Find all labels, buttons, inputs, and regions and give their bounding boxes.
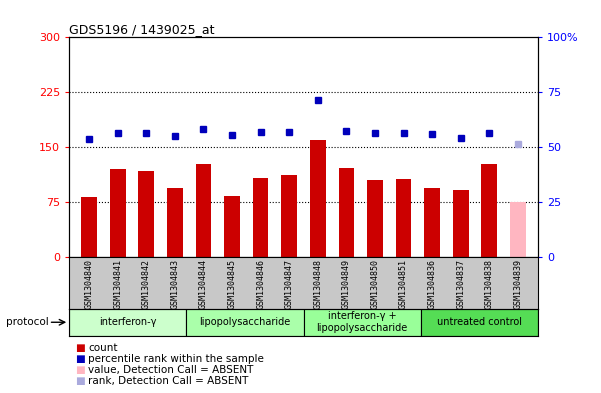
Text: GSM1304845: GSM1304845: [228, 259, 237, 309]
Bar: [453, 190, 469, 257]
Text: GSM1304841: GSM1304841: [113, 259, 122, 309]
Text: GSM1304837: GSM1304837: [456, 259, 465, 309]
Text: GSM1304836: GSM1304836: [428, 259, 437, 309]
Text: GSM1304851: GSM1304851: [399, 259, 408, 309]
Text: GDS5196 / 1439025_at: GDS5196 / 1439025_at: [69, 23, 215, 36]
Text: ■: ■: [75, 343, 85, 353]
Text: protocol: protocol: [6, 317, 49, 327]
Text: GSM1304839: GSM1304839: [513, 259, 522, 309]
Text: GSM1304847: GSM1304847: [285, 259, 294, 309]
Text: ■: ■: [75, 376, 85, 386]
Text: GSM1304849: GSM1304849: [342, 259, 351, 309]
Bar: [421, 309, 538, 336]
Bar: [81, 197, 97, 257]
Text: interferon-γ +
lipopolysaccharide: interferon-γ + lipopolysaccharide: [317, 312, 407, 333]
Bar: [138, 171, 154, 257]
Text: percentile rank within the sample: percentile rank within the sample: [88, 354, 264, 364]
Text: untreated control: untreated control: [437, 317, 522, 327]
Text: ■: ■: [75, 354, 85, 364]
Text: GSM1304844: GSM1304844: [199, 259, 208, 309]
Text: GSM1304838: GSM1304838: [485, 259, 494, 309]
Bar: [110, 169, 126, 257]
Text: count: count: [88, 343, 118, 353]
Text: value, Detection Call = ABSENT: value, Detection Call = ABSENT: [88, 365, 254, 375]
Text: ■: ■: [75, 365, 85, 375]
Bar: [281, 175, 297, 257]
Bar: [167, 188, 183, 257]
Bar: [424, 188, 440, 257]
Bar: [310, 140, 326, 257]
Bar: [69, 309, 186, 336]
Bar: [304, 309, 421, 336]
Text: rank, Detection Call = ABSENT: rank, Detection Call = ABSENT: [88, 376, 249, 386]
Bar: [195, 163, 212, 257]
Text: GSM1304840: GSM1304840: [85, 259, 94, 309]
Bar: [395, 179, 412, 257]
Text: lipopolysaccharide: lipopolysaccharide: [200, 317, 290, 327]
Bar: [367, 180, 383, 257]
Text: GSM1304848: GSM1304848: [313, 259, 322, 309]
Text: GSM1304850: GSM1304850: [370, 259, 379, 309]
Bar: [186, 309, 304, 336]
Text: GSM1304842: GSM1304842: [142, 259, 151, 309]
Bar: [481, 163, 497, 257]
Text: interferon-γ: interferon-γ: [99, 317, 156, 327]
Bar: [224, 196, 240, 257]
Bar: [338, 168, 354, 257]
Bar: [253, 178, 269, 257]
Bar: [510, 202, 526, 257]
Text: GSM1304843: GSM1304843: [170, 259, 179, 309]
Text: GSM1304846: GSM1304846: [256, 259, 265, 309]
